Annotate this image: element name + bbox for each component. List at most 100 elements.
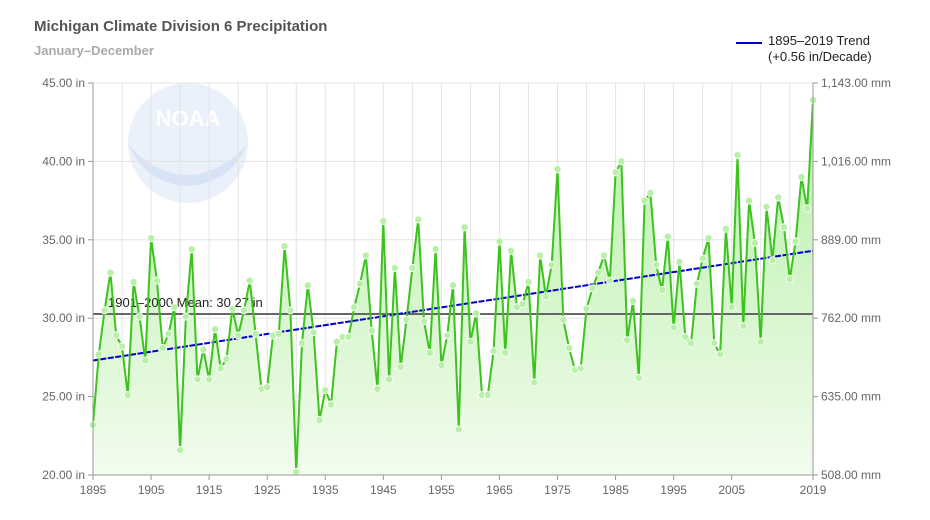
x-tick-label: 1965 <box>486 483 513 497</box>
y-tick-label-left: 40.00 in <box>42 154 85 168</box>
data-point <box>141 356 150 365</box>
x-tick-label: 1955 <box>428 483 455 497</box>
data-point <box>559 315 568 324</box>
data-point <box>518 300 527 309</box>
data-point <box>652 260 661 269</box>
data-point <box>797 173 806 182</box>
data-point <box>576 364 585 373</box>
x-tick-label: 1935 <box>312 483 339 497</box>
y-tick-label-right: 1,016.00 mm <box>821 154 891 168</box>
data-point <box>762 202 771 211</box>
data-point <box>727 303 736 312</box>
data-point <box>588 284 597 293</box>
x-tick-label: 1945 <box>370 483 397 497</box>
data-point <box>309 328 318 337</box>
data-point <box>582 304 591 313</box>
y-tick-label-right: 762.00 mm <box>821 311 881 325</box>
data-point <box>605 276 614 285</box>
x-tick-label: 1975 <box>544 483 571 497</box>
data-point <box>634 373 643 382</box>
data-point <box>698 254 707 263</box>
chart-title: Michigan Climate Division 6 Precipitatio… <box>34 18 328 35</box>
legend-trend-swatch <box>736 42 762 44</box>
data-point <box>646 188 655 197</box>
data-point <box>210 325 219 334</box>
data-point <box>199 345 208 354</box>
data-point <box>692 279 701 288</box>
data-point <box>216 364 225 373</box>
data-point <box>100 306 109 315</box>
data-point <box>663 232 672 241</box>
data-point <box>675 257 684 266</box>
y-tick-label-left: 20.00 in <box>42 468 85 482</box>
data-point <box>669 323 678 332</box>
x-tick-label: 1895 <box>80 483 107 497</box>
data-point <box>687 339 696 348</box>
data-point <box>164 329 173 338</box>
y-tick-label-left: 45.00 in <box>42 76 85 90</box>
data-point <box>367 326 376 335</box>
data-point <box>158 343 167 352</box>
noaa-logo-text: NOAA <box>156 106 221 131</box>
data-point <box>472 309 481 318</box>
x-tick-label: 1915 <box>196 483 223 497</box>
data-point <box>541 292 550 301</box>
x-tick-label: 2019 <box>800 483 827 497</box>
data-point <box>245 276 254 285</box>
data-point <box>315 416 324 425</box>
chart-subtitle: January–December <box>34 43 154 58</box>
data-point <box>402 315 411 324</box>
data-point <box>205 375 214 384</box>
data-point <box>361 251 370 260</box>
data-point <box>611 168 620 177</box>
data-point <box>716 350 725 359</box>
y-tick-label-left: 25.00 in <box>42 390 85 404</box>
y-tick-label-right: 635.00 mm <box>821 390 881 404</box>
data-point <box>280 242 289 251</box>
data-point <box>332 337 341 346</box>
data-point <box>704 234 713 243</box>
x-tick-label: 1925 <box>254 483 281 497</box>
data-point <box>118 342 127 351</box>
data-point <box>768 256 777 265</box>
data-point <box>710 339 719 348</box>
data-point <box>791 237 800 246</box>
legend-trend-label: 1895–2019 Trend <box>768 33 870 48</box>
data-point <box>251 329 260 338</box>
data-point <box>425 348 434 357</box>
data-point <box>629 296 638 305</box>
data-point <box>274 329 283 338</box>
data-point <box>123 390 132 399</box>
data-point <box>147 234 156 243</box>
y-tick-label-left: 30.00 in <box>42 311 85 325</box>
data-point <box>187 245 196 254</box>
data-point <box>437 361 446 370</box>
data-point <box>780 223 789 232</box>
data-point <box>617 157 626 166</box>
data-point <box>454 425 463 434</box>
legend[interactable]: 1895–2019 Trend (+0.56 in/Decade) <box>736 33 872 65</box>
data-point <box>623 336 632 345</box>
data-point <box>135 312 144 321</box>
data-point <box>640 196 649 205</box>
mean-label: 1901–2000 Mean: 30.27 in <box>108 295 263 310</box>
data-point <box>181 312 190 321</box>
data-point <box>193 375 202 384</box>
data-point <box>234 331 243 340</box>
data-point <box>466 337 475 346</box>
x-tick-label: 1995 <box>660 483 687 497</box>
data-point <box>129 278 138 287</box>
data-point <box>356 279 365 288</box>
data-point <box>600 251 609 260</box>
x-tick-label: 2005 <box>718 483 745 497</box>
x-tick-label: 1905 <box>138 483 165 497</box>
data-point <box>750 238 759 247</box>
data-point <box>547 260 556 269</box>
data-point <box>501 348 510 357</box>
data-point <box>297 339 306 348</box>
data-point <box>112 331 121 340</box>
data-point <box>408 263 417 272</box>
y-tick-label-left: 35.00 in <box>42 233 85 247</box>
data-point <box>774 193 783 202</box>
